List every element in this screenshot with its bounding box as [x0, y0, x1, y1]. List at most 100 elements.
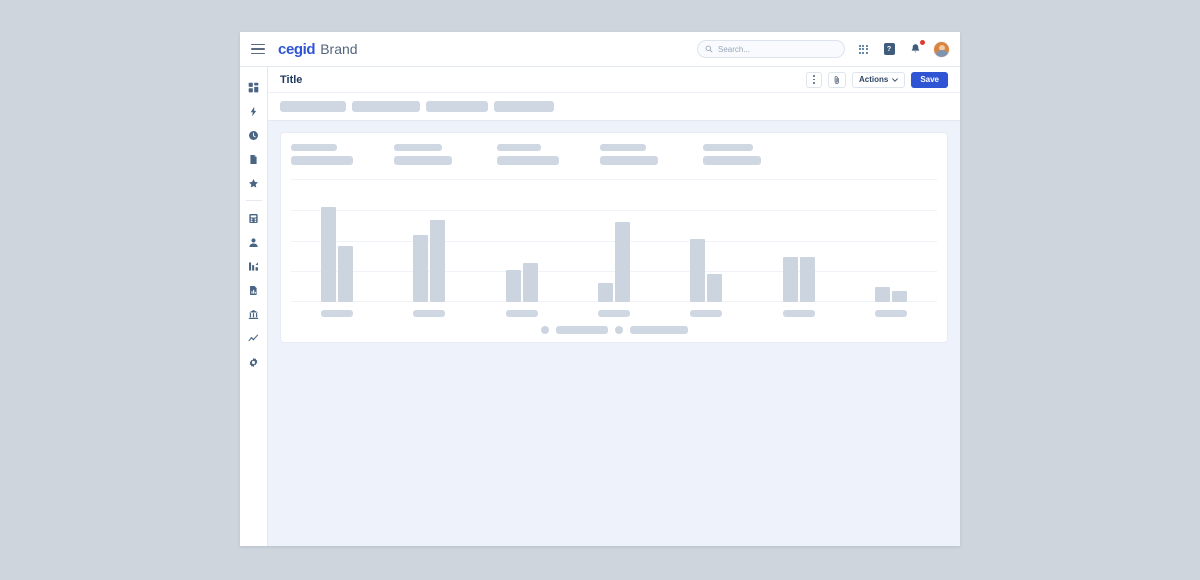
legend-marker — [614, 326, 623, 334]
save-button[interactable]: Save — [911, 71, 948, 88]
x-label-skeleton — [505, 310, 538, 317]
tab-skeleton[interactable] — [494, 101, 554, 112]
bar-series-1[interactable] — [597, 282, 613, 302]
clock-icon — [249, 130, 258, 140]
kpi-block — [497, 144, 600, 165]
kpi-label-skeleton — [291, 144, 337, 151]
sidebar-item-accounting[interactable] — [240, 206, 268, 230]
paperclip-icon[interactable] — [827, 71, 846, 88]
kpi-value-skeleton — [291, 156, 353, 165]
kpi-block — [600, 144, 703, 165]
brand: cegid Brand — [278, 41, 358, 58]
kpi-block — [394, 144, 497, 165]
brand-name: Brand — [320, 40, 358, 57]
bar-series-2[interactable] — [522, 263, 538, 302]
help-glyph: ? — [883, 43, 895, 55]
legend-marker — [540, 326, 549, 334]
bar-series-2[interactable] — [891, 291, 907, 302]
left-sidebar — [240, 67, 268, 546]
bar-group — [752, 179, 844, 302]
page-header: Title Actions — [268, 67, 960, 93]
bar-group — [660, 179, 752, 302]
bar-series-1[interactable] — [413, 234, 429, 302]
dashboard-grid-icon — [248, 82, 259, 92]
sidebar-item-settings[interactable] — [240, 350, 268, 374]
bar-group — [568, 179, 660, 302]
sidebar-item-favorites[interactable] — [240, 171, 268, 195]
brand-logo: cegid — [278, 40, 316, 58]
tab-skeleton[interactable] — [352, 101, 420, 112]
bar-series-2[interactable] — [614, 221, 630, 302]
sidebar-item-reports[interactable] — [240, 278, 268, 302]
bar-series-2[interactable] — [338, 245, 354, 302]
bar-series-1[interactable] — [690, 239, 706, 302]
hamburger-icon[interactable] — [248, 39, 268, 59]
actions-label: Actions — [858, 75, 889, 84]
kpi-label-skeleton — [703, 144, 753, 151]
bar-series-2[interactable] — [707, 273, 723, 302]
bar-series-1[interactable] — [321, 206, 337, 302]
actions-dropdown[interactable]: Actions — [851, 71, 906, 88]
kpi-value-skeleton — [394, 156, 452, 165]
lightning-bolt-icon — [250, 106, 257, 116]
bank-icon — [248, 309, 259, 319]
tab-skeleton[interactable] — [426, 101, 488, 112]
kpi-label-skeleton — [600, 144, 646, 151]
bar-group — [845, 179, 937, 302]
x-label-skeleton — [690, 310, 723, 317]
sidebar-divider — [245, 200, 262, 201]
bar-series-1[interactable] — [874, 286, 890, 302]
avatar-head — [938, 44, 945, 51]
bar-series-1[interactable] — [782, 256, 798, 302]
sidebar-item-trends[interactable] — [240, 326, 268, 350]
sidebar-item-analytics[interactable] — [240, 254, 268, 278]
kebab-menu-icon[interactable] — [805, 71, 822, 88]
report-document-icon — [250, 285, 257, 295]
x-label-skeleton — [782, 310, 815, 317]
person-icon — [249, 237, 258, 247]
kpi-label-skeleton — [394, 144, 442, 151]
bell-icon[interactable] — [907, 40, 925, 57]
chart-bars — [291, 179, 937, 302]
search-icon — [705, 45, 713, 53]
bar-series-2[interactable] — [430, 219, 446, 302]
sidebar-item-recent[interactable] — [240, 123, 268, 147]
x-label-skeleton — [321, 310, 354, 317]
bar-series-2[interactable] — [799, 256, 815, 302]
bar-group — [291, 179, 383, 302]
bar-series-1[interactable] — [505, 269, 521, 302]
paperclip-glyph — [834, 75, 839, 84]
notification-badge — [920, 40, 925, 45]
help-icon[interactable]: ? — [881, 41, 897, 57]
user-avatar[interactable] — [933, 40, 950, 58]
kpi-block — [291, 144, 394, 165]
star-icon — [249, 178, 258, 188]
trending-line-icon — [248, 334, 259, 341]
kpi-value-skeleton — [600, 156, 658, 165]
page-title: Title — [280, 73, 303, 86]
bar-chart — [291, 179, 937, 324]
kpi-block — [703, 144, 761, 165]
tab-skeleton[interactable] — [280, 101, 346, 112]
gear-icon — [249, 357, 258, 367]
legend-label-skeleton[interactable] — [629, 326, 688, 334]
page-toolbar: Actions Save — [805, 71, 948, 88]
sidebar-item-activity[interactable] — [240, 99, 268, 123]
bar-chart-icon — [249, 261, 258, 271]
tabs-skeleton — [268, 93, 960, 121]
sidebar-item-documents[interactable] — [240, 147, 268, 171]
chart-legend — [291, 324, 937, 334]
legend-label-skeleton[interactable] — [555, 326, 608, 334]
x-label-skeleton — [413, 310, 446, 317]
sidebar-item-bank[interactable] — [240, 302, 268, 326]
search-placeholder: Search... — [718, 44, 751, 54]
topbar-right-controls: Search... ? — [697, 40, 950, 58]
search-input[interactable]: Search... — [697, 40, 845, 58]
sidebar-item-people[interactable] — [240, 230, 268, 254]
chart-x-labels — [291, 310, 937, 317]
x-label-skeleton — [597, 310, 630, 317]
kpi-value-skeleton — [497, 156, 559, 165]
sidebar-item-dashboard[interactable] — [240, 75, 268, 99]
kpi-label-skeleton — [497, 144, 541, 151]
apps-grid-icon[interactable] — [855, 41, 871, 57]
